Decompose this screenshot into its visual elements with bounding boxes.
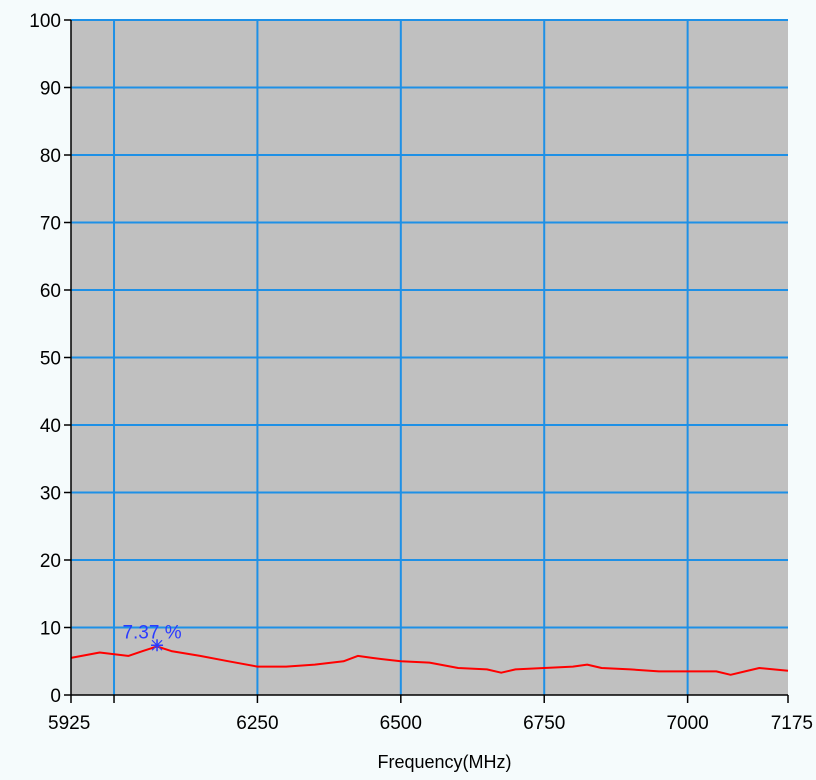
marker-layer: 7.37 %: [122, 622, 182, 652]
marker-cross-d2: [151, 639, 163, 651]
y-tick-label-0: 0: [50, 686, 61, 707]
marker-label: 7.37 %: [122, 622, 181, 643]
y-tick-label-60: 60: [40, 281, 61, 302]
axes: 0 10 20 30 40 50 60 70 80 90 100 5925 6250 6500 6750 70…: [29, 11, 813, 734]
y-tick-label-80: 80: [40, 146, 61, 167]
y-tick-label-50: 50: [40, 349, 61, 370]
y-tick-label-40: 40: [40, 416, 61, 437]
x-tick-label-5925: 5925: [48, 713, 90, 734]
series-line-0: [70, 645, 789, 676]
x-tick-label-7175: 7175: [771, 713, 813, 734]
y-tick-label-10: 10: [40, 619, 61, 640]
grid-lines: [71, 19, 788, 695]
y-tick-label-70: 70: [40, 214, 61, 235]
x-tick-label-7000: 7000: [666, 713, 708, 734]
x-axis-title: Frequency(MHz): [377, 752, 511, 772]
x-tick-label-6500: 6500: [380, 713, 422, 734]
x-tick-label-6250: 6250: [236, 713, 278, 734]
y-tick-label-100: 100: [29, 11, 61, 32]
y-tick-label-20: 20: [40, 551, 61, 572]
peak-marker: 7.37 %: [122, 622, 182, 652]
x-tick-label-6750: 6750: [523, 713, 565, 734]
y-tick-label-30: 30: [40, 484, 61, 505]
y-tick-label-90: 90: [40, 79, 61, 100]
series-layer: [70, 645, 789, 676]
